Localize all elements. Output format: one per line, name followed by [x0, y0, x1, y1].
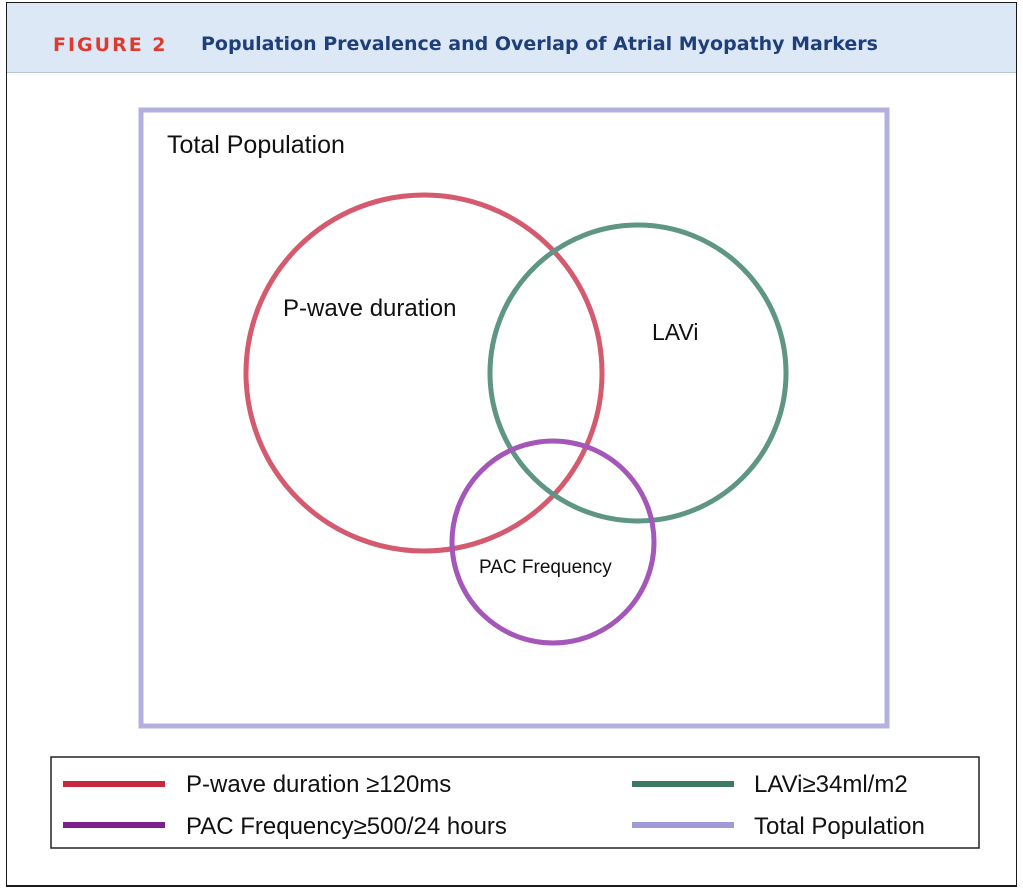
- figure-label: FIGURE 2: [53, 34, 168, 56]
- figure-header: FIGURE 2 Population Prevalence and Overl…: [7, 3, 1016, 73]
- pwave-circle: [243, 192, 605, 554]
- legend-label: LAVi≥34ml/m2: [754, 771, 908, 798]
- figure-frame: FIGURE 2 Population Prevalence and Overl…: [6, 2, 1017, 885]
- figure-title: Population Prevalence and Overlap of Atr…: [201, 33, 878, 55]
- total-population-label: Total Population: [167, 131, 345, 159]
- legend-item-pwave: P-wave duration ≥120ms: [63, 771, 451, 798]
- legend-item-pac: PAC Frequency≥500/24 hours: [63, 813, 507, 840]
- legend-item-total: Total Population: [632, 813, 925, 840]
- legend-box: [50, 756, 980, 849]
- total-population-box: [138, 107, 890, 729]
- pac-label: PAC Frequency: [479, 557, 612, 578]
- legend-label: PAC Frequency≥500/24 hours: [186, 813, 507, 840]
- lavi-label: LAVi: [652, 319, 698, 345]
- lavi-circle: [487, 222, 789, 524]
- pwave-label: P-wave duration: [283, 295, 456, 322]
- bottom-rule: [6, 885, 1017, 887]
- legend-label: Total Population: [754, 813, 925, 840]
- legend-item-lavi: LAVi≥34ml/m2: [632, 771, 908, 798]
- legend-label: P-wave duration ≥120ms: [186, 771, 451, 798]
- pac-circle: [449, 438, 657, 646]
